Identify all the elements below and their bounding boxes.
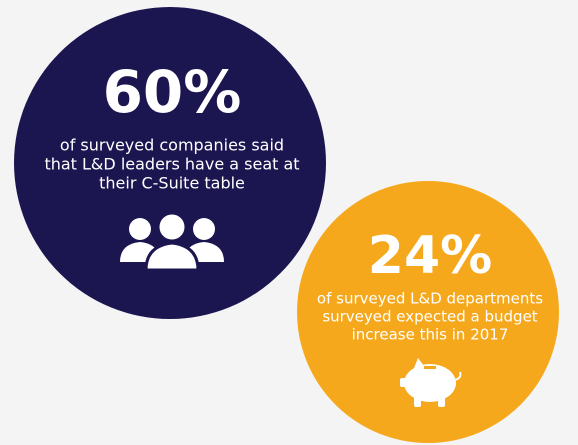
- stat-text: surveyed expected a budget: [322, 308, 537, 326]
- piggy-bank-icon: [400, 358, 462, 407]
- stat-figure: 60%: [103, 58, 242, 126]
- stat-text: increase this in 2017: [352, 326, 509, 344]
- stat-figure: 24%: [368, 226, 492, 286]
- stat-text: of surveyed L&D departments: [317, 290, 543, 308]
- stat-circle: [14, 7, 326, 319]
- stat-text: that L&D leaders have a seat at: [44, 155, 299, 174]
- stat-circle: [297, 181, 559, 443]
- stat-text: of surveyed companies said: [60, 136, 284, 155]
- stat-text: their C-Suite table: [99, 174, 245, 193]
- people-icon: [120, 211, 224, 272]
